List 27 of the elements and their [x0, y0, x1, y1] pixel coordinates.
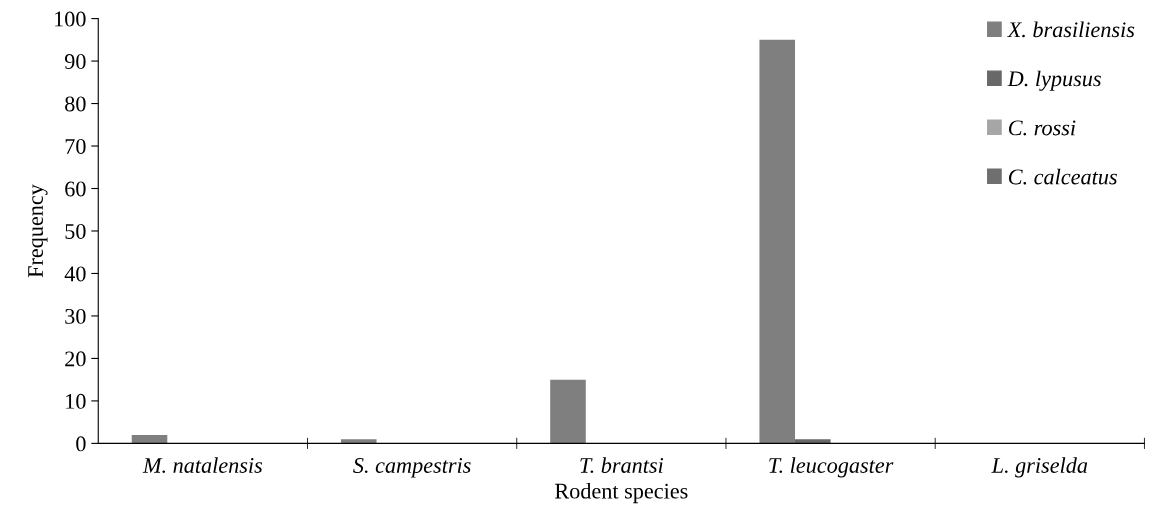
y-tick-label: 30: [65, 308, 86, 324]
legend-label: C. calceatus: [1008, 168, 1117, 185]
bar: [759, 39, 796, 444]
y-tick-label: 40: [64, 266, 86, 282]
legend-label: D. lypusus: [1007, 70, 1101, 91]
bar: [340, 439, 377, 444]
y-tick-label: 70: [65, 138, 86, 154]
y-tick-label: 90: [64, 54, 86, 69]
bar: [550, 379, 586, 444]
y-axis-title: Frequency: [28, 184, 48, 278]
x-tick-label: S. campestris: [353, 457, 471, 478]
bar: [795, 439, 831, 444]
legend-label: C. rossi: [1008, 120, 1076, 136]
x-tick-label: M. natalensis: [142, 457, 263, 474]
y-tick-label: 20: [65, 351, 86, 367]
x-tick-label: T. leucogaster: [769, 457, 894, 478]
y-tick-label: 50: [65, 223, 86, 239]
y-tick-label: 60: [65, 181, 86, 197]
y-tick-label: 80: [65, 96, 86, 112]
legend-label: X. brasiliensis: [1006, 21, 1135, 38]
y-tick-label: 10: [66, 393, 86, 409]
x-tick-label: T. brantsi: [580, 457, 664, 474]
bar: [131, 434, 168, 444]
x-axis-title: Rodent species: [555, 482, 688, 504]
y-tick-label: 100: [55, 11, 86, 27]
y-tick-label: 0: [76, 436, 86, 452]
x-tick-label: L. griselda: [991, 457, 1088, 478]
